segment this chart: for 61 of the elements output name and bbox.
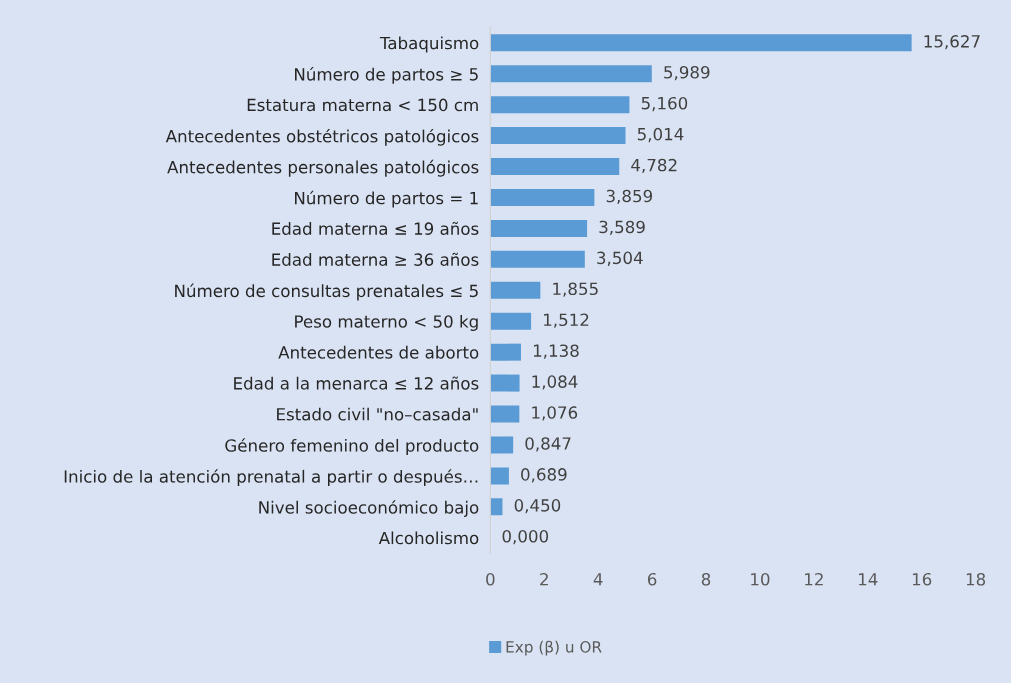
bar bbox=[490, 127, 626, 145]
x-tick-label: 8 bbox=[701, 572, 711, 586]
y-tick-label: Edad materna ≤ 19 años bbox=[272, 221, 479, 235]
x-tick-label: 12 bbox=[805, 572, 823, 586]
x-tick-label: 16 bbox=[912, 572, 932, 586]
y-tick-label: Número de partos = 1 bbox=[295, 190, 478, 208]
data-label: 1,138 bbox=[533, 344, 579, 359]
bar bbox=[490, 188, 595, 206]
data-label: 0,000 bbox=[502, 529, 549, 545]
legend-label: Exp (β) u OR bbox=[506, 640, 602, 656]
data-label: 4,782 bbox=[631, 158, 677, 174]
x-tick-label: 0 bbox=[486, 572, 495, 586]
x-tick-label: 18 bbox=[966, 572, 986, 586]
y-tick-label: Edad a la menarca ≤ 12 años bbox=[234, 376, 479, 390]
y-tick-label: Género femenino del producto bbox=[225, 438, 479, 456]
y-tick-label: Peso materno < 50 kg bbox=[295, 314, 478, 332]
data-label: 5,014 bbox=[637, 127, 684, 143]
data-label: 3,504 bbox=[597, 251, 643, 266]
bar bbox=[490, 34, 912, 52]
y-tick-label: Nivel socioeconómico bajo bbox=[259, 500, 479, 517]
x-tick-label: 6 bbox=[647, 572, 657, 586]
data-label: 5,989 bbox=[664, 65, 710, 81]
bar bbox=[490, 312, 532, 330]
data-label: 0,689 bbox=[521, 468, 567, 483]
x-tick-label: 2 bbox=[540, 572, 548, 586]
bar bbox=[490, 250, 585, 268]
bar bbox=[490, 374, 520, 392]
data-label: 3,589 bbox=[599, 220, 645, 235]
y-tick-label: Número de partos ≥ 5 bbox=[295, 67, 478, 84]
x-tick-label: 14 bbox=[859, 573, 878, 586]
bar bbox=[490, 405, 520, 423]
y-tick-label: Estado civil "no–casada" bbox=[277, 407, 478, 421]
bar bbox=[490, 219, 588, 237]
data-label: 0,450 bbox=[514, 499, 561, 514]
y-tick-label: Tabaquismo bbox=[379, 36, 479, 53]
y-tick-label: Antecedentes personales patológicos bbox=[167, 159, 479, 177]
y-tick-label: Edad materna ≥ 36 años bbox=[272, 252, 479, 266]
data-label: 1,076 bbox=[532, 406, 578, 421]
y-tick-label: Alcoholismo bbox=[378, 531, 479, 545]
y-tick-label: Estatura materna < 150 cm bbox=[247, 98, 478, 112]
bar bbox=[490, 96, 630, 114]
data-label: 3,859 bbox=[606, 189, 653, 204]
y-tick-label: Antecedentes de aborto bbox=[278, 345, 479, 359]
bar bbox=[490, 158, 620, 176]
bar bbox=[490, 467, 509, 485]
x-tick-label: 4 bbox=[593, 573, 603, 586]
data-label: 1,084 bbox=[532, 375, 578, 390]
y-tick-label: Inicio de la atención prenatal a partir o después… bbox=[64, 469, 478, 487]
bar bbox=[490, 343, 522, 361]
data-label: 15,627 bbox=[924, 35, 980, 50]
bar bbox=[490, 498, 503, 516]
bar bbox=[490, 65, 652, 83]
data-label: 0,847 bbox=[525, 437, 571, 452]
y-tick-label: Antecedentes obstétricos patológicos bbox=[165, 128, 479, 146]
data-label: 1,855 bbox=[553, 282, 598, 297]
data-label: 1,512 bbox=[544, 313, 589, 328]
bar bbox=[490, 436, 514, 454]
data-label: 5,160 bbox=[641, 96, 688, 112]
bar bbox=[490, 281, 541, 299]
y-tick-label: Número de consultas prenatales ≤ 5 bbox=[175, 283, 478, 301]
x-tick-label: 10 bbox=[751, 572, 770, 586]
